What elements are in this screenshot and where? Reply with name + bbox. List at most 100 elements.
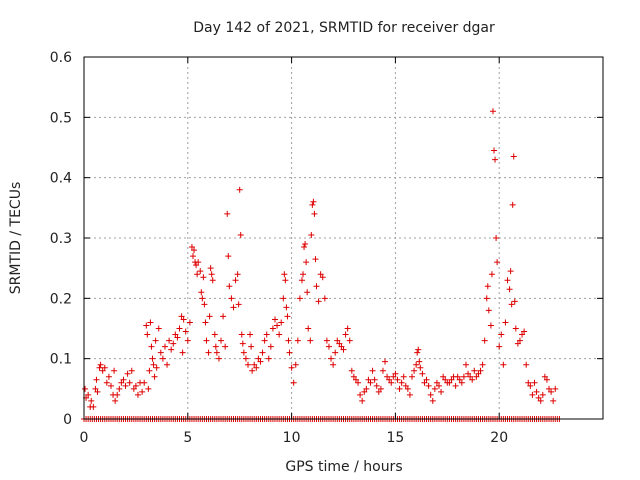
data-point — [488, 271, 495, 278]
y-tick-label: 0.3 — [50, 231, 72, 247]
data-point — [487, 322, 494, 329]
data-point — [527, 382, 534, 389]
data-point — [346, 337, 353, 344]
data-point — [225, 253, 232, 260]
data-point — [112, 397, 119, 404]
data-point — [164, 361, 171, 368]
data-point — [400, 373, 407, 380]
data-point — [317, 271, 324, 278]
data-point — [232, 277, 239, 284]
data-point — [265, 355, 272, 362]
data-point — [500, 361, 507, 368]
data-point — [519, 331, 526, 338]
data-point — [479, 361, 486, 368]
data-point — [504, 277, 511, 284]
y-tick-label: 0.2 — [50, 291, 72, 307]
data-point — [365, 376, 372, 383]
data-point — [155, 325, 162, 332]
data-point — [105, 373, 112, 380]
data-point — [344, 325, 351, 332]
data-point — [149, 355, 156, 362]
data-point — [355, 379, 362, 386]
data-point — [238, 331, 245, 338]
data-point — [315, 298, 322, 305]
data-point — [174, 334, 181, 341]
data-point — [533, 388, 540, 395]
data-point — [415, 346, 422, 353]
y-tick-label: 0.1 — [50, 352, 72, 368]
data-point — [396, 385, 403, 392]
data-point — [99, 367, 106, 374]
data-point — [239, 340, 246, 347]
data-point — [404, 385, 411, 392]
data-point — [191, 247, 198, 254]
data-point — [90, 403, 97, 410]
axis-tick-labels: 0 5 10 15 20 0 0.1 0.2 0.3 0.4 0.5 0.6 — [50, 50, 508, 446]
data-point — [199, 295, 206, 302]
data-point — [203, 337, 210, 344]
data-point — [218, 337, 225, 344]
data-point — [384, 373, 391, 380]
data-point — [228, 295, 235, 302]
data-point — [489, 108, 496, 115]
data-point — [363, 385, 370, 392]
data-point — [442, 376, 449, 383]
data-point — [139, 388, 146, 395]
data-point — [460, 373, 467, 380]
y-axis-label: SRMTID / TECUs — [8, 182, 24, 295]
data-point — [215, 355, 222, 362]
data-point — [146, 367, 153, 374]
data-point — [114, 391, 121, 398]
data-point — [257, 358, 264, 365]
data-point — [251, 361, 258, 368]
data-point — [509, 201, 516, 208]
data-point — [514, 340, 521, 347]
data-point — [82, 385, 89, 392]
data-point — [371, 376, 378, 383]
data-point — [475, 370, 482, 377]
data-point — [416, 358, 423, 365]
data-point — [348, 367, 355, 374]
data-point — [338, 343, 345, 350]
data-point — [213, 349, 220, 356]
data-point — [454, 373, 461, 380]
data-point — [448, 376, 455, 383]
data-point — [235, 301, 242, 308]
data-point — [421, 379, 428, 386]
data-point — [473, 373, 480, 380]
data-point — [312, 256, 319, 263]
data-point — [379, 367, 386, 374]
x-tick-label: 10 — [283, 430, 301, 446]
data-point — [467, 373, 474, 380]
data-point — [406, 391, 413, 398]
data-point — [483, 295, 490, 302]
data-point — [446, 379, 453, 386]
data-point — [92, 385, 99, 392]
data-point — [269, 325, 276, 332]
data-point — [253, 364, 260, 371]
data-point — [484, 283, 491, 290]
data-point — [361, 388, 368, 395]
data-point — [116, 385, 123, 392]
data-point — [184, 337, 191, 344]
data-point — [300, 271, 307, 278]
data-point — [516, 337, 523, 344]
axis-ticks — [83, 56, 603, 420]
data-point — [429, 397, 436, 404]
data-point — [390, 373, 397, 380]
data-point — [302, 241, 309, 248]
data-point — [535, 394, 542, 401]
data-point — [438, 388, 445, 395]
data-point — [226, 283, 233, 290]
data-point — [419, 370, 426, 377]
data-point — [178, 313, 185, 320]
data-point — [202, 319, 209, 326]
x-tick-label: 0 — [80, 430, 89, 446]
data-point — [386, 376, 393, 383]
data-point — [492, 156, 499, 163]
data-point — [469, 376, 476, 383]
data-point — [255, 355, 262, 362]
data-point — [230, 304, 237, 311]
data-point — [531, 379, 538, 386]
data-point — [493, 235, 500, 241]
